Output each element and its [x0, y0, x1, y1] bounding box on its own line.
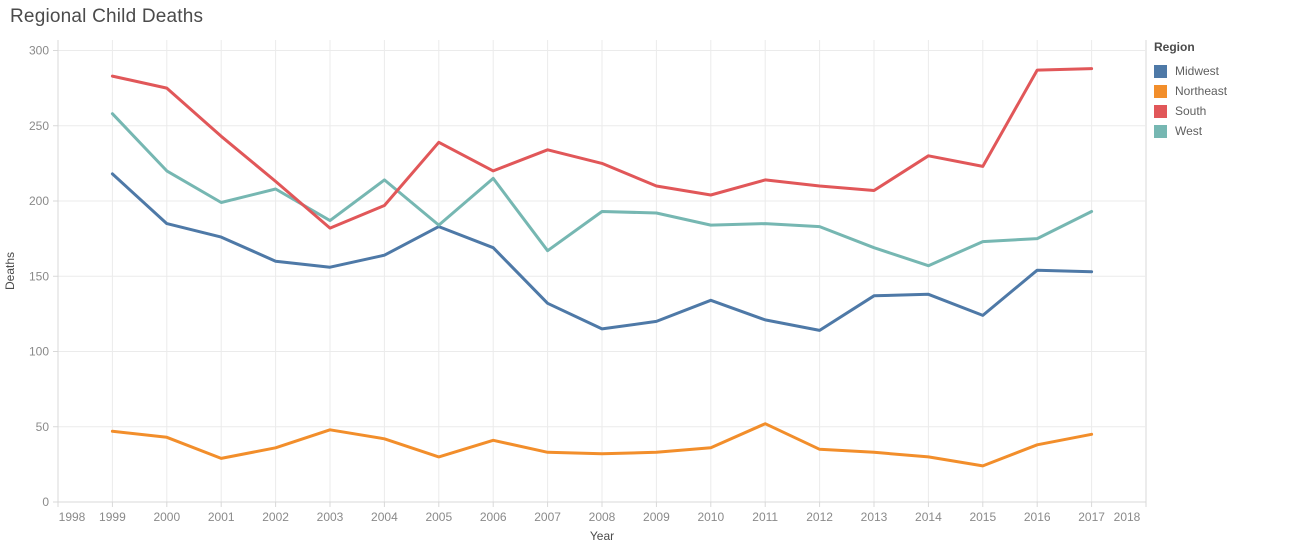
x-tick-label-1998: 1998 — [59, 510, 86, 524]
x-tick-label-2018: 2018 — [1114, 510, 1141, 524]
x-tick-label-2005: 2005 — [425, 510, 452, 524]
series-line-south[interactable] — [110, 67, 1094, 230]
legend-item-label: West — [1175, 124, 1203, 138]
y-tick-label-200: 200 — [29, 194, 49, 208]
x-tick-label-2012: 2012 — [806, 510, 833, 524]
legend-swatch-icon — [1154, 124, 1167, 138]
legend-swatch-icon — [1154, 84, 1167, 98]
x-axis-title: Year — [590, 529, 614, 543]
legend-item-label: South — [1175, 104, 1207, 118]
series-line-west[interactable] — [110, 112, 1094, 268]
x-tick-label-2016: 2016 — [1024, 510, 1051, 524]
x-tick-label-2014: 2014 — [915, 510, 942, 524]
chart-title: Regional Child Deaths — [10, 6, 204, 27]
series-line-midwest[interactable] — [110, 172, 1094, 332]
x-tick-label-2001: 2001 — [208, 510, 235, 524]
x-tick-label-2017: 2017 — [1078, 510, 1105, 524]
x-tick-label-2004: 2004 — [371, 510, 398, 524]
legend-item-south[interactable]: South — [1154, 101, 1286, 121]
x-tick-label-2013: 2013 — [861, 510, 888, 524]
x-tick-label-2015: 2015 — [969, 510, 996, 524]
x-tick-label-1999: 1999 — [99, 510, 126, 524]
x-tick-label-2000: 2000 — [153, 510, 180, 524]
x-tick-label-2006: 2006 — [480, 510, 507, 524]
legend-swatch-icon — [1154, 104, 1167, 118]
legend: Region Midwest Northeast South West — [1154, 40, 1286, 141]
y-axis-title: Deaths — [3, 252, 17, 290]
series-line-northeast[interactable] — [110, 422, 1094, 468]
legend-item-northeast[interactable]: Northeast — [1154, 81, 1286, 101]
y-tick-label-150: 150 — [29, 269, 49, 283]
x-tick-label-2009: 2009 — [643, 510, 670, 524]
y-tick-label-50: 50 — [36, 420, 50, 434]
legend-item-midwest[interactable]: Midwest — [1154, 61, 1286, 81]
y-tick-label-100: 100 — [29, 345, 49, 359]
legend-swatch-icon — [1154, 64, 1167, 78]
legend-items: Midwest Northeast South West — [1154, 61, 1286, 141]
legend-item-label: Midwest — [1175, 64, 1220, 78]
x-tick-label-2007: 2007 — [534, 510, 561, 524]
legend-item-label: Northeast — [1175, 84, 1228, 98]
x-tick-label-2011: 2011 — [752, 510, 778, 524]
x-tick-label-2008: 2008 — [589, 510, 616, 524]
y-tick-label-0: 0 — [42, 495, 49, 509]
legend-title: Region — [1154, 40, 1195, 54]
x-tick-label-2003: 2003 — [317, 510, 344, 524]
y-tick-label-300: 300 — [29, 44, 49, 58]
legend-item-west[interactable]: West — [1154, 121, 1286, 141]
y-tick-label-250: 250 — [29, 119, 49, 133]
x-tick-label-2002: 2002 — [262, 510, 289, 524]
x-tick-label-2010: 2010 — [697, 510, 724, 524]
